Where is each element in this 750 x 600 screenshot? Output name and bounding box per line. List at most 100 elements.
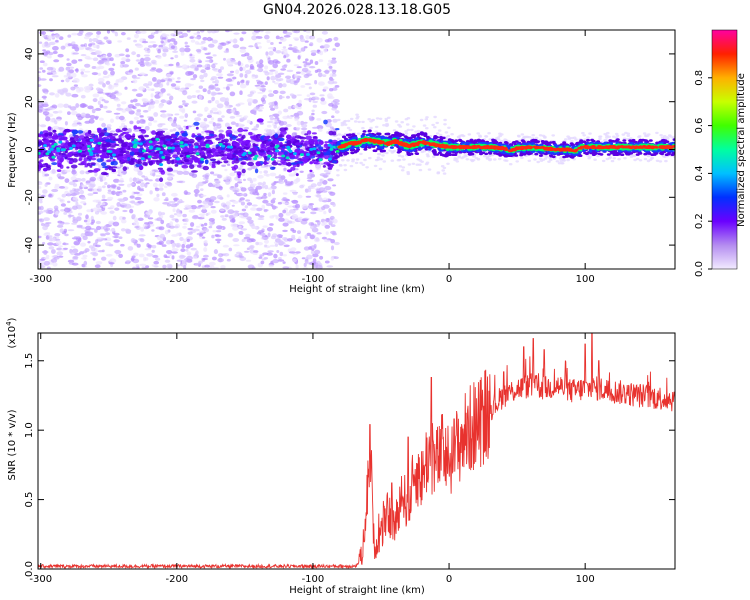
noise-blob [231, 217, 236, 223]
noise-blob [235, 114, 243, 117]
noise-blob [144, 125, 150, 131]
noise-blob [247, 219, 254, 224]
noise-blob [308, 86, 312, 90]
band-blob [248, 156, 252, 161]
noise-blob [51, 169, 56, 174]
noise-blob [129, 183, 135, 186]
noise-blob [169, 95, 174, 101]
band-blob [248, 131, 253, 136]
noise-blob [42, 241, 46, 245]
track-halo [586, 136, 590, 139]
noise-blob [170, 45, 175, 49]
noise-blob [195, 262, 200, 266]
noise-blob [309, 59, 314, 64]
noise-blob [57, 176, 65, 180]
noise-blob [238, 221, 245, 225]
noise-blob [261, 236, 269, 240]
noise-blob [125, 58, 131, 63]
noise-blob [333, 256, 339, 260]
noise-blob [293, 30, 300, 34]
noise-blob [97, 186, 103, 190]
track-halo [343, 119, 348, 123]
noise-blob [38, 84, 42, 88]
noise-blob [308, 222, 314, 226]
band-blob [231, 166, 236, 169]
noise-blob [196, 206, 201, 209]
band-blob [236, 147, 242, 151]
noise-blob [132, 177, 138, 182]
noise-blob [156, 217, 163, 222]
noise-blob [71, 41, 76, 45]
noise-blob [155, 30, 159, 33]
noise-blob [67, 214, 75, 217]
noise-blob [294, 73, 298, 79]
band-blob [327, 167, 333, 170]
noise-blob [119, 163, 123, 168]
noise-blob [157, 49, 161, 54]
band-blob [122, 131, 126, 135]
noise-blob [272, 259, 279, 264]
noise-blob [171, 192, 178, 197]
noise-blob [244, 73, 248, 79]
track-halo [536, 160, 540, 164]
band-peak [138, 142, 143, 146]
noise-blob [52, 110, 59, 114]
noise-blob [39, 60, 45, 63]
noise-blob [50, 118, 55, 123]
noise-blob [239, 66, 243, 72]
noise-blob [278, 217, 285, 222]
track-halo [431, 123, 435, 127]
track-halo [612, 135, 616, 138]
noise-blob [151, 245, 157, 249]
band-peak [179, 144, 184, 148]
track-halo [503, 159, 507, 162]
noise-blob [113, 232, 120, 236]
noise-blob [309, 117, 315, 122]
noise-blob [186, 251, 192, 256]
noise-blob [148, 179, 153, 182]
noise-blob [149, 190, 153, 195]
noise-blob [80, 94, 86, 99]
noise-blob [105, 242, 112, 247]
noise-blob [267, 250, 274, 253]
track-halo [612, 157, 617, 160]
noise-blob [286, 80, 292, 84]
noise-blob [287, 106, 292, 110]
track-halo [660, 136, 665, 139]
noise-blob [278, 78, 284, 81]
track-halo [374, 125, 379, 129]
band-blob [233, 150, 239, 155]
noise-blob [306, 177, 312, 180]
noise-blob [105, 253, 113, 257]
noise-blob [80, 44, 85, 47]
noise-blob [190, 222, 195, 227]
noise-blob [276, 234, 283, 239]
noise-blob [334, 102, 340, 106]
noise-blob [183, 168, 187, 171]
band-blob [164, 135, 172, 139]
noise-blob [92, 57, 99, 62]
band-blob [263, 136, 270, 140]
track-halo [382, 160, 387, 163]
noise-blob [83, 86, 90, 90]
noise-blob [196, 64, 203, 68]
noise-blob [315, 264, 323, 269]
noise-blob [300, 38, 305, 43]
noise-blob [189, 64, 197, 69]
noise-blob [176, 264, 181, 267]
noise-blob [282, 115, 289, 120]
band-peak [159, 163, 164, 167]
band-blob [111, 168, 117, 173]
noise-blob [323, 169, 330, 173]
noise-blob [245, 80, 250, 86]
noise-blob [241, 208, 247, 212]
noise-blob [325, 172, 331, 175]
noise-blob [198, 60, 203, 63]
band-peak [242, 152, 247, 155]
noise-blob [82, 265, 86, 268]
noise-blob [125, 107, 132, 112]
noise-blob [234, 212, 240, 215]
noise-blob [293, 127, 297, 131]
track-halo [476, 132, 481, 135]
noise-blob [275, 35, 280, 40]
